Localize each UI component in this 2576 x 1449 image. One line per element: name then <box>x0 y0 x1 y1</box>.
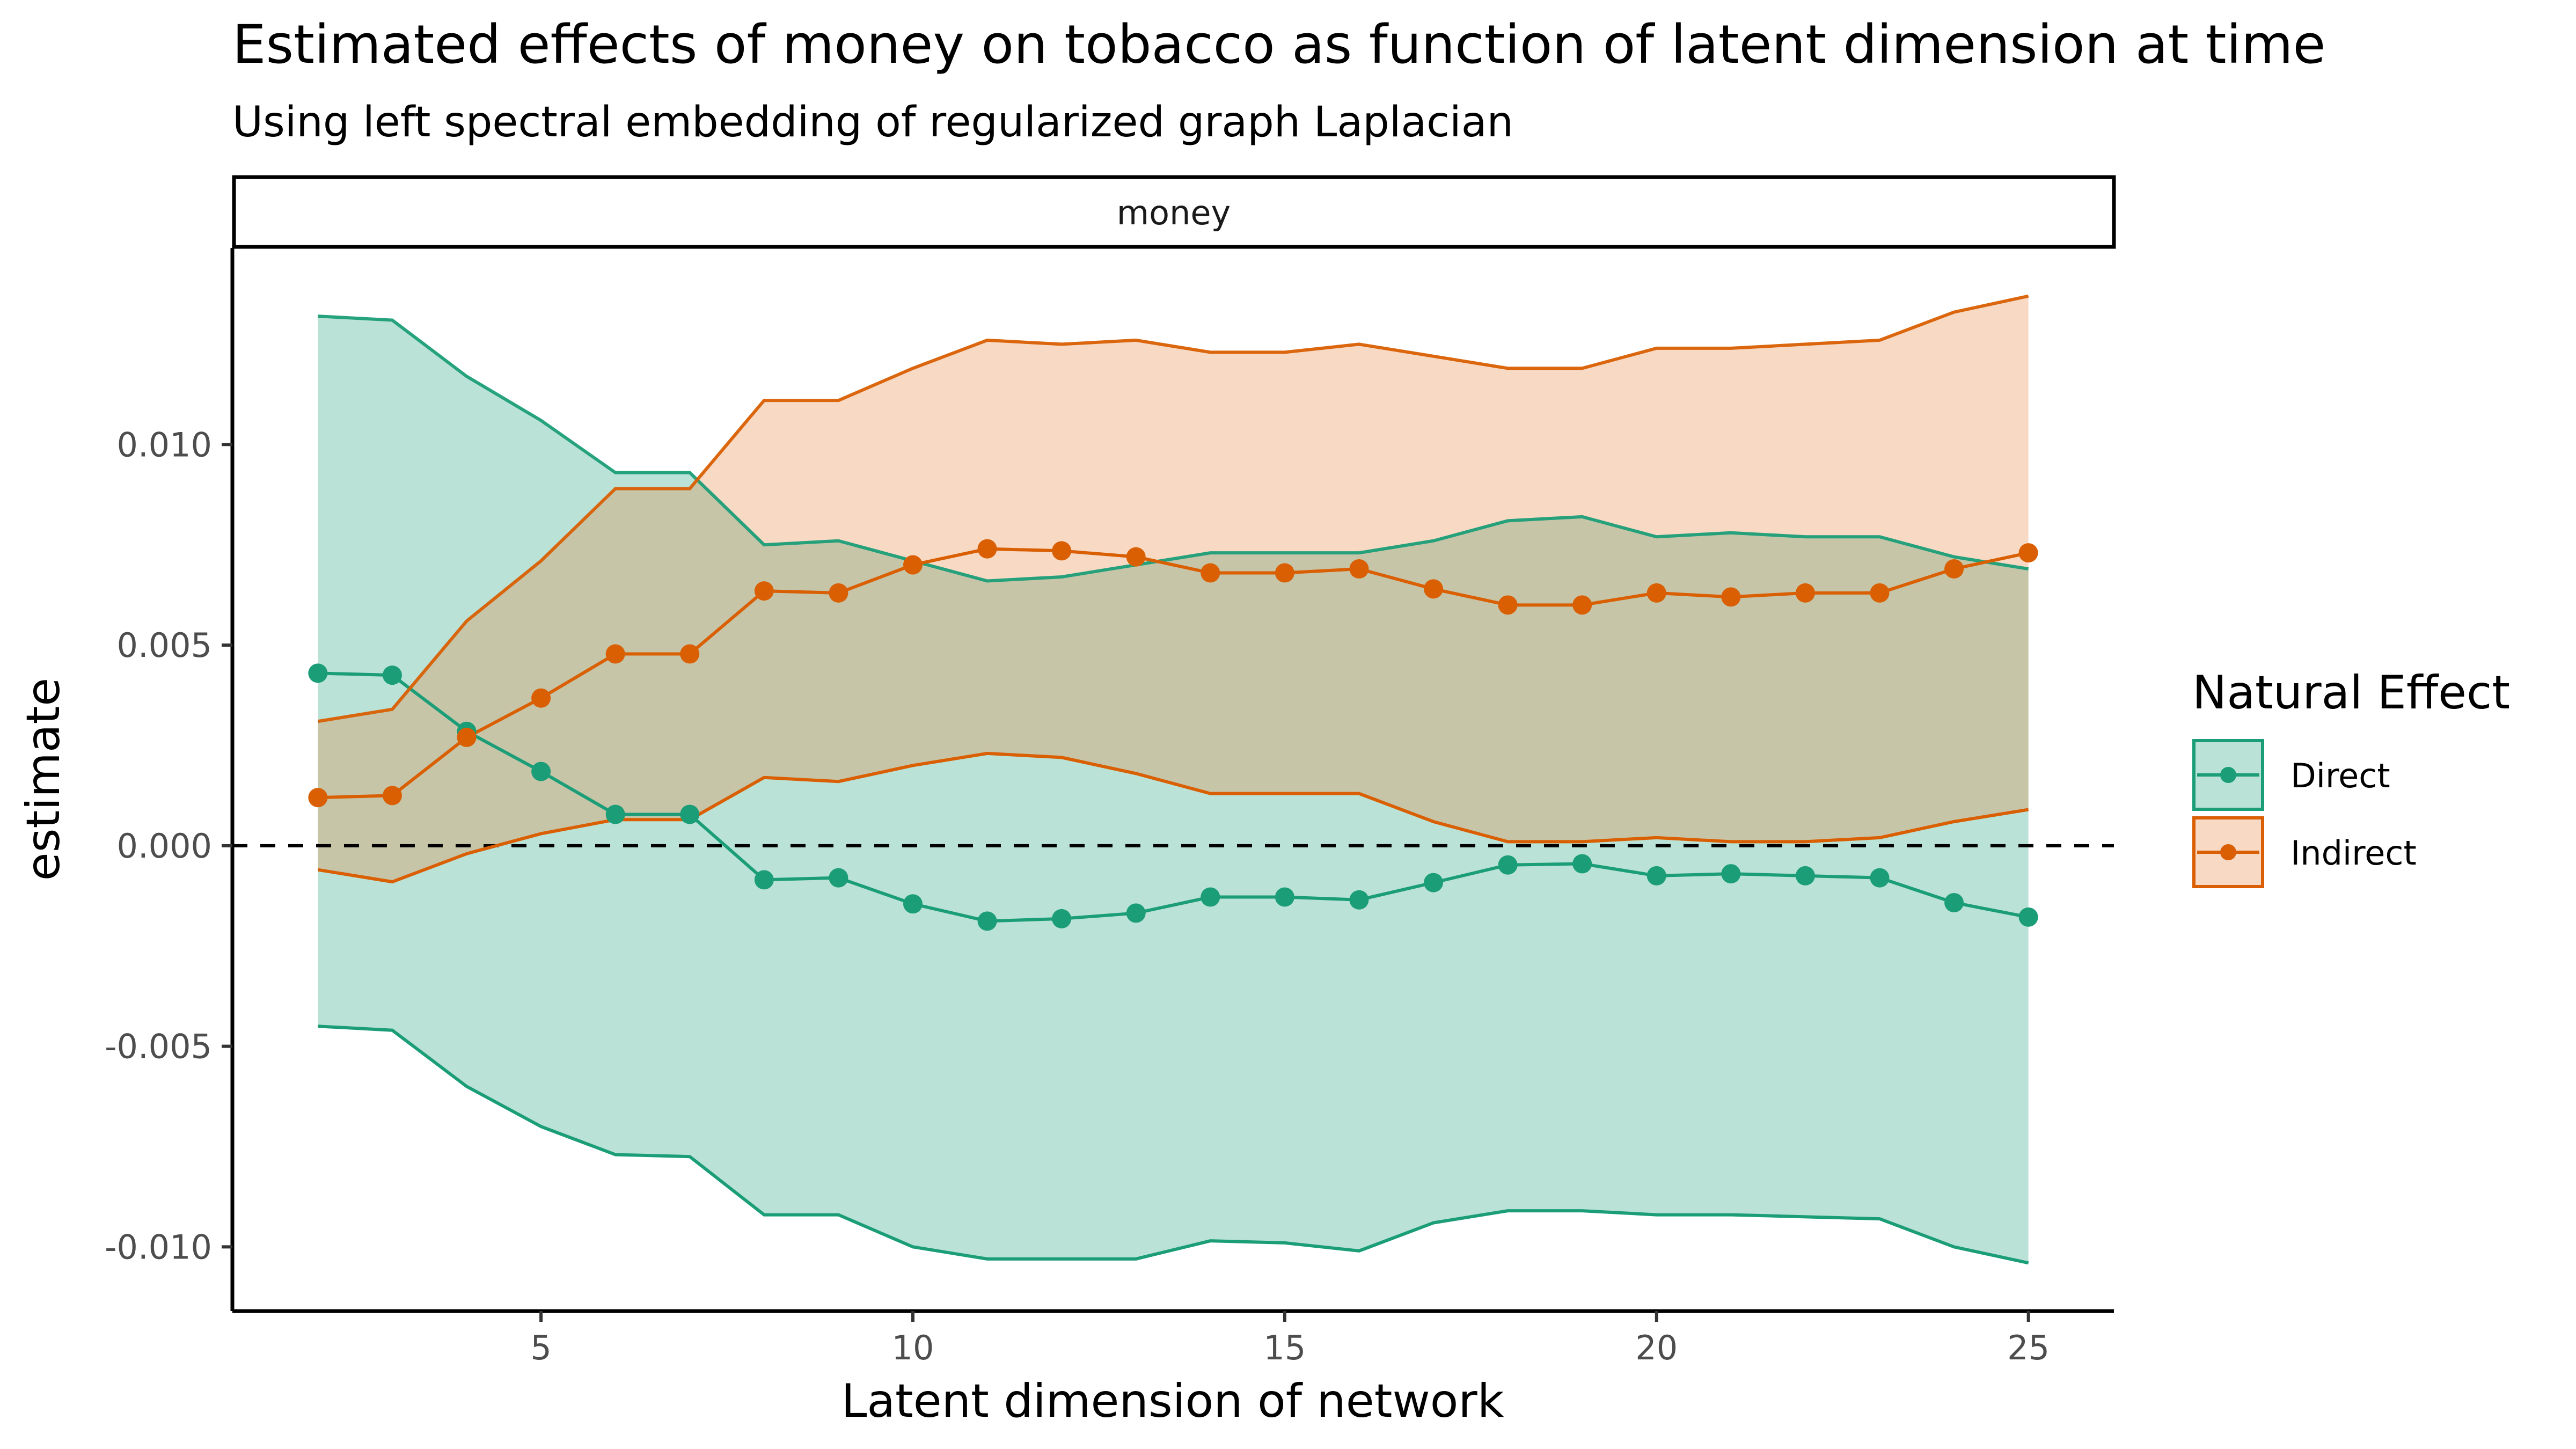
x-axis-ticks: 5 10 15 20 25 <box>530 1311 2050 1367</box>
facet-label: money <box>1117 193 1231 232</box>
point-direct <box>382 665 402 685</box>
point-direct <box>754 870 774 890</box>
legend-item-indirect: Indirect <box>2192 816 2417 888</box>
point-direct <box>1275 887 1294 907</box>
point-indirect <box>1944 559 1964 579</box>
chart-subtitle: Using left spectral embedding of regular… <box>232 98 1513 147</box>
legend-key-indirect-point <box>2220 844 2236 860</box>
upper-bound-line-direct <box>318 314 2029 583</box>
x-tick-label: 20 <box>1635 1328 1678 1367</box>
point-indirect <box>1870 583 1890 603</box>
point-direct <box>1572 854 1592 874</box>
legend-key-direct-point <box>2220 767 2236 783</box>
point-indirect <box>308 788 328 808</box>
series-lines <box>317 294 2029 1265</box>
point-direct <box>1126 903 1146 923</box>
point-indirect <box>1349 559 1369 579</box>
point-indirect <box>382 786 402 806</box>
point-indirect <box>605 644 625 664</box>
facet-strip <box>232 175 2116 249</box>
chart-title: Estimated effects of money on tobacco as… <box>232 14 2325 76</box>
point-indirect <box>1795 583 1815 603</box>
x-tick-label: 15 <box>1263 1328 1306 1367</box>
legend-title: Natural Effect <box>2192 666 2510 720</box>
point-direct <box>605 804 625 824</box>
point-indirect <box>457 728 477 748</box>
y-axis-ticks: -0.010 -0.005 0.000 0.005 0.010 <box>105 425 232 1267</box>
point-direct <box>1349 890 1369 910</box>
point-indirect <box>531 688 551 708</box>
y-tick-label: -0.005 <box>105 1027 212 1066</box>
point-indirect <box>680 644 700 664</box>
point-direct <box>1498 855 1518 875</box>
point-direct <box>308 663 328 683</box>
point-indirect <box>1052 541 1072 561</box>
y-tick-label: 0.000 <box>117 826 213 866</box>
point-direct <box>1052 909 1072 928</box>
point-indirect <box>903 555 923 575</box>
ribbon-direct <box>318 316 2029 1263</box>
point-direct <box>1646 866 1666 885</box>
legend-label-direct: Direct <box>2290 756 2390 795</box>
point-direct <box>1795 866 1815 885</box>
point-indirect <box>1275 563 1294 583</box>
point-direct <box>1201 887 1220 907</box>
point-direct <box>1721 864 1741 884</box>
lower-bound-line-direct <box>318 1024 2029 1265</box>
point-indirect <box>1498 595 1518 615</box>
point-direct <box>1944 892 1964 912</box>
point-indirect <box>2018 543 2038 563</box>
point-direct <box>1870 868 1890 888</box>
y-axis-title: estimate <box>17 678 70 881</box>
confidence-ribbons <box>318 296 2029 1263</box>
x-axis-title: Latent dimension of network <box>841 1374 1504 1428</box>
ribbon-indirect <box>318 296 2029 882</box>
legend-item-direct: Direct <box>2192 739 2390 811</box>
point-indirect <box>977 539 997 559</box>
point-indirect <box>1646 583 1666 603</box>
point-indirect <box>1424 579 1444 599</box>
point-indirect <box>829 583 848 603</box>
point-direct <box>1424 873 1444 892</box>
lower-bound-line-indirect <box>317 751 2029 884</box>
series-points <box>308 539 2038 931</box>
y-tick-label: 0.005 <box>117 626 213 665</box>
x-tick-label: 10 <box>892 1328 934 1367</box>
y-tick-label: -0.010 <box>105 1227 212 1267</box>
point-indirect <box>1572 595 1592 615</box>
point-direct <box>680 804 700 824</box>
point-direct <box>531 762 551 781</box>
point-indirect <box>1201 563 1220 583</box>
point-indirect <box>1721 587 1741 607</box>
legend-label-indirect: Indirect <box>2290 833 2417 873</box>
estimate-line-indirect <box>318 547 2029 800</box>
estimate-line-direct <box>318 671 2029 923</box>
point-direct <box>977 911 997 931</box>
point-indirect <box>1126 547 1146 567</box>
x-tick-label: 5 <box>530 1328 551 1367</box>
point-direct <box>829 868 848 888</box>
y-tick-label: 0.010 <box>117 425 213 464</box>
point-direct <box>2018 907 2038 927</box>
legend: Natural Effect Direct Indirect <box>2192 666 2510 888</box>
x-tick-label: 25 <box>2007 1328 2050 1367</box>
point-direct <box>903 894 923 914</box>
point-indirect <box>754 581 774 601</box>
upper-bound-line-indirect <box>317 294 2029 723</box>
